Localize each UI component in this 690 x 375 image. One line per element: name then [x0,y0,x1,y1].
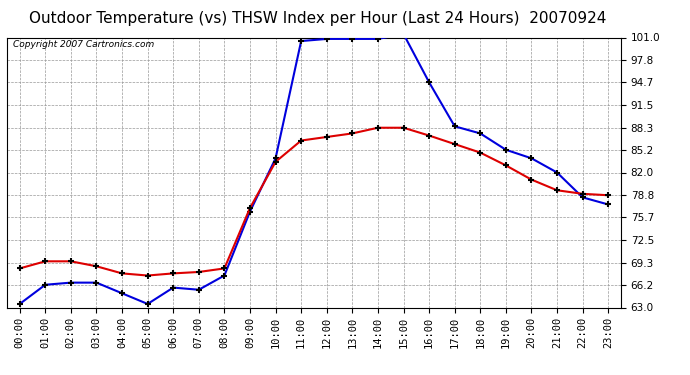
Text: Copyright 2007 Cartronics.com: Copyright 2007 Cartronics.com [13,40,155,49]
Text: Outdoor Temperature (vs) THSW Index per Hour (Last 24 Hours)  20070924: Outdoor Temperature (vs) THSW Index per … [29,11,606,26]
